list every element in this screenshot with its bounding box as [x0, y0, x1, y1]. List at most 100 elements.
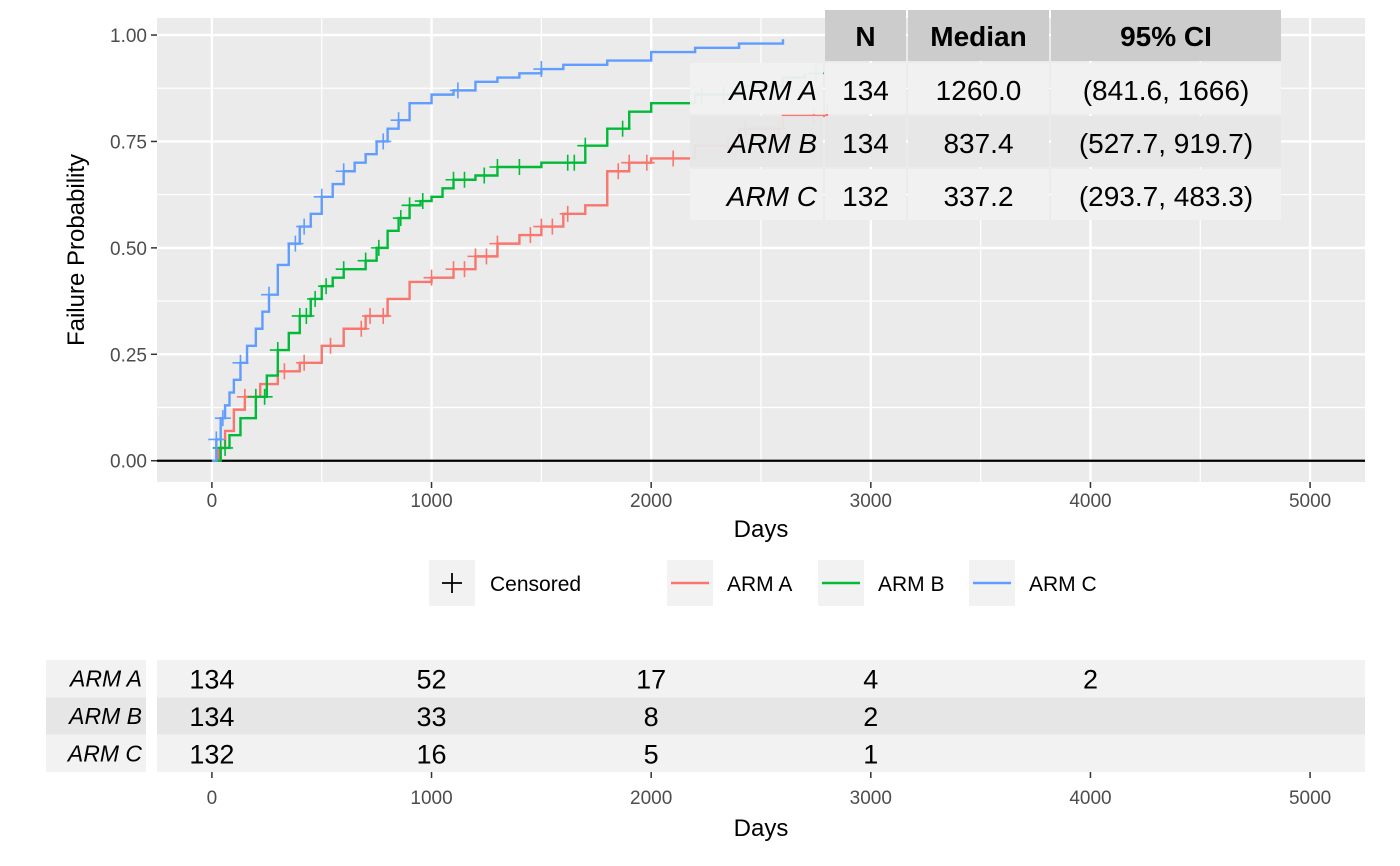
censor-mark — [665, 150, 682, 167]
risk-row-label: ARM C — [66, 740, 143, 766]
risk-row-background — [157, 660, 1365, 698]
risk-count: 52 — [417, 665, 447, 695]
table-ci-value: (841.6, 1666) — [1083, 75, 1250, 106]
censor-mark — [375, 307, 392, 324]
y-tick-label: 1.00 — [110, 26, 147, 47]
risk-count: 17 — [636, 665, 666, 695]
table-n-value: 132 — [842, 181, 889, 212]
risk-row-label-background — [46, 697, 146, 735]
censor-mark — [232, 354, 249, 371]
table-n-value: 134 — [842, 75, 889, 106]
table-cell — [690, 63, 823, 114]
risk-row-background — [157, 734, 1365, 772]
censor-mark — [307, 290, 324, 307]
censor-mark — [390, 112, 407, 129]
censor-mark — [214, 410, 231, 427]
main-axes: 0.00 0.25 0.50 0.75 1.00 0 1000 2000 3000 4000 500… — [63, 26, 1331, 543]
censor-mark — [353, 320, 370, 337]
x-tick-label: 1000 — [410, 491, 452, 512]
censor-mark — [423, 269, 440, 286]
table-ci-value: (527.7, 919.7) — [1079, 128, 1253, 159]
censor-mark — [577, 137, 594, 154]
censor-mark — [449, 82, 466, 99]
legend-label: ARM C — [1029, 573, 1097, 596]
risk-count: 134 — [189, 665, 234, 695]
censor-mark — [476, 167, 493, 184]
y-tick-label: 0.50 — [110, 239, 147, 260]
table-cell — [825, 63, 906, 114]
censor-mark — [276, 363, 293, 380]
risk-x-axis-title: Days — [734, 815, 789, 842]
table-median-value: 837.4 — [943, 128, 1013, 159]
censor-mark — [614, 120, 631, 137]
risk-x-tick-label: 5000 — [1289, 788, 1331, 809]
legend-label: ARM A — [727, 573, 792, 596]
censor-mark — [456, 261, 473, 278]
censor-mark — [414, 193, 431, 210]
table-cell — [690, 169, 823, 220]
table-header-cell — [1051, 10, 1281, 61]
table-ci-value: (293.7, 483.3) — [1079, 181, 1253, 212]
censor-mark — [261, 286, 278, 303]
table-row: ARM C 132 337.2 (293.7, 483.3) — [690, 169, 1281, 220]
risk-row-arm-b: ARM B 134 33 8 2 — [46, 697, 1365, 735]
censor-mark — [392, 210, 409, 227]
censor-mark — [322, 337, 339, 354]
table-row-label: ARM B — [726, 128, 817, 159]
table-row-label: ARM A — [727, 75, 817, 106]
censor-mark — [217, 439, 234, 456]
legend-label: ARM B — [878, 573, 945, 596]
risk-row-arm-c: ARM C 132 16 5 1 — [46, 734, 1365, 772]
table-cell — [1051, 63, 1281, 114]
risk-count: 16 — [417, 739, 447, 769]
risk-row-label: ARM B — [67, 703, 142, 729]
risk-row-label: ARM A — [68, 666, 142, 692]
censor-mark — [298, 307, 315, 324]
risk-row-label-background — [46, 734, 146, 772]
x-tick-label: 5000 — [1289, 491, 1331, 512]
censor-mark — [335, 163, 352, 180]
censor-mark — [313, 188, 330, 205]
censor-mark — [269, 342, 286, 359]
table-median-value: 1260.0 — [936, 75, 1022, 106]
legend: Censored ARM A ARM B ARM C — [429, 560, 1097, 606]
risk-count: 8 — [644, 702, 659, 732]
legend-item-arm-c: ARM C — [969, 560, 1097, 606]
censor-mark — [401, 197, 418, 214]
risk-count: 2 — [1083, 665, 1098, 695]
table-cell — [690, 116, 823, 167]
censor-mark — [522, 227, 539, 244]
censor-mark — [533, 61, 550, 78]
risk-row-background — [157, 697, 1365, 735]
table-header-label: 95% CI — [1120, 21, 1212, 52]
table-row: ARM A 134 1260.0 (841.6, 1666) — [690, 63, 1281, 114]
risk-count: 33 — [417, 702, 447, 732]
legend-item-arm-a: ARM A — [667, 560, 792, 606]
risk-count: 5 — [644, 739, 659, 769]
risk-x-tick-label: 3000 — [850, 788, 892, 809]
x-tick-label: 0 — [207, 491, 218, 512]
table-cell — [1051, 116, 1281, 167]
risk-count: 1 — [863, 739, 878, 769]
table-header-label: N — [855, 21, 875, 52]
x-axis-title: Days — [734, 516, 789, 543]
table-median-value: 337.2 — [943, 181, 1013, 212]
risk-row-arm-a: ARM A 134 52 17 4 2 — [46, 660, 1365, 698]
risk-x-tick-label: 2000 — [630, 788, 672, 809]
risk-count: 4 — [863, 665, 878, 695]
y-axis-title: Failure Probability — [63, 154, 90, 346]
table-row: ARM B 134 837.4 (527.7, 919.7) — [690, 116, 1281, 167]
table-cell — [825, 116, 906, 167]
censor-mark — [478, 248, 495, 265]
censor-mark — [335, 261, 352, 278]
legend-item-censored: Censored — [429, 560, 581, 606]
censor-mark — [456, 171, 473, 188]
table-header-cell — [825, 10, 906, 61]
table-cell — [908, 63, 1049, 114]
table-cell — [908, 116, 1049, 167]
risk-count: 134 — [189, 702, 234, 732]
table-header-label: Median — [930, 21, 1026, 52]
censor-mark — [566, 154, 583, 171]
censor-mark — [621, 154, 638, 171]
